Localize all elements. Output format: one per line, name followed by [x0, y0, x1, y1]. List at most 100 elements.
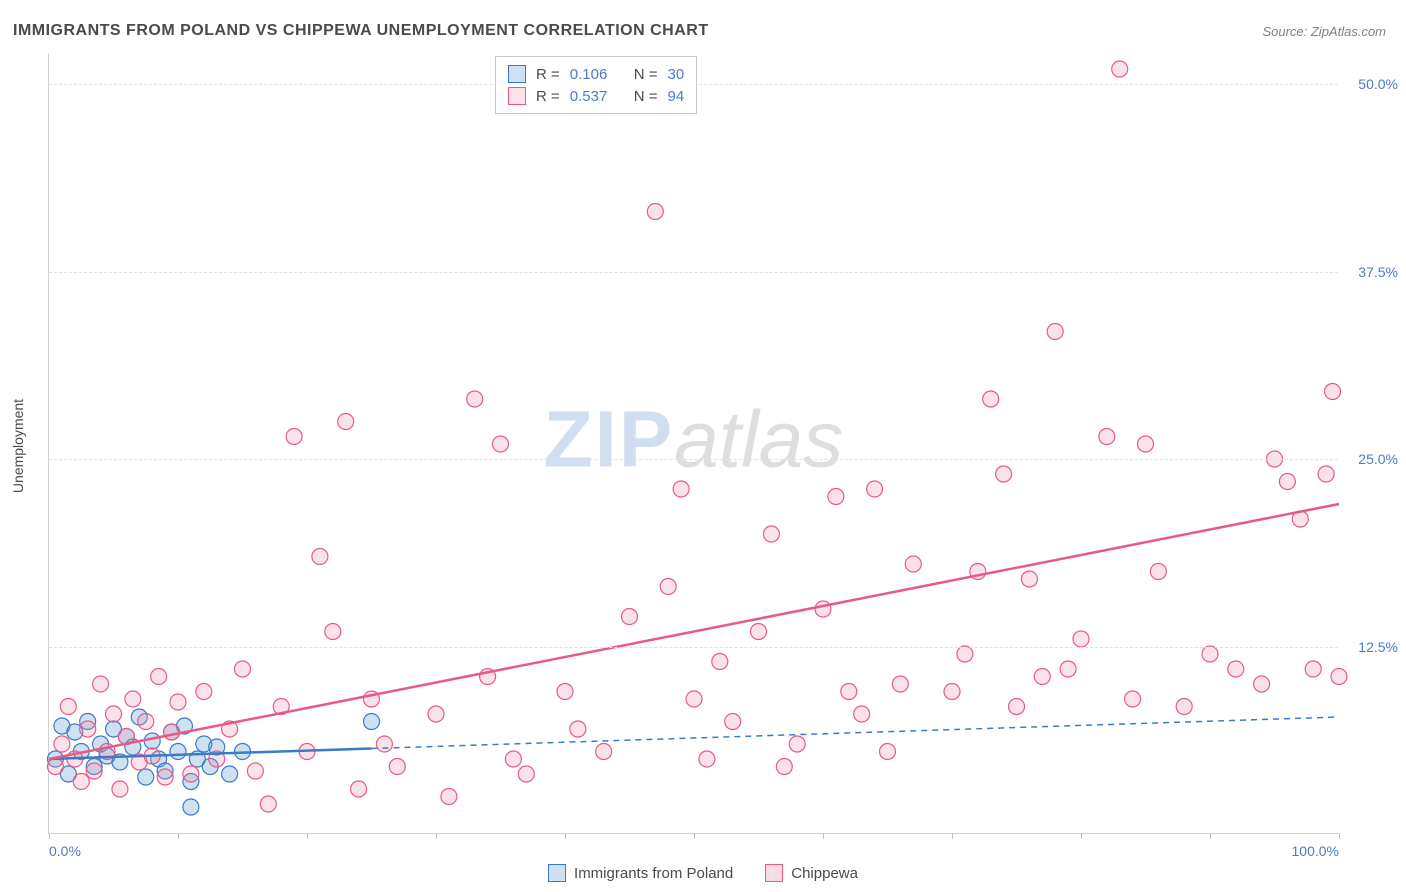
data-point	[428, 706, 444, 722]
data-point	[1034, 669, 1050, 685]
data-point	[493, 436, 509, 452]
data-point	[1176, 699, 1192, 715]
data-point	[151, 669, 167, 685]
x-tick-label: 0.0%	[49, 843, 81, 859]
data-point	[183, 766, 199, 782]
legend-label: Chippewa	[791, 865, 858, 882]
data-point	[1150, 564, 1166, 580]
data-point	[338, 414, 354, 430]
data-point	[441, 789, 457, 805]
data-point	[1305, 661, 1321, 677]
data-point	[983, 391, 999, 407]
data-point	[312, 549, 328, 565]
data-point	[1099, 429, 1115, 445]
data-point	[699, 751, 715, 767]
legend-label: Immigrants from Poland	[574, 865, 733, 882]
data-point	[93, 676, 109, 692]
series-legend: Immigrants from Poland Chippewa	[548, 864, 858, 882]
data-point	[944, 684, 960, 700]
data-point	[570, 721, 586, 737]
data-point	[957, 646, 973, 662]
x-tick	[823, 833, 824, 839]
data-point	[157, 769, 173, 785]
data-point	[389, 759, 405, 775]
data-point	[325, 624, 341, 640]
legend-item: Chippewa	[765, 864, 858, 882]
regression-line-dashed	[372, 717, 1340, 749]
stats-n-label: N =	[634, 88, 658, 105]
scatter-svg	[49, 54, 1339, 834]
data-point	[557, 684, 573, 700]
y-tick-label: 50.0%	[1358, 76, 1398, 92]
data-point	[660, 579, 676, 595]
data-point	[138, 714, 154, 730]
data-point	[286, 429, 302, 445]
x-tick	[49, 833, 50, 839]
grid-line	[49, 459, 1338, 460]
data-point	[1318, 466, 1334, 482]
data-point	[815, 601, 831, 617]
data-point	[47, 759, 63, 775]
data-point	[1112, 61, 1128, 77]
data-point	[1202, 646, 1218, 662]
data-point	[1138, 436, 1154, 452]
data-point	[996, 466, 1012, 482]
data-point	[80, 721, 96, 737]
grid-line	[49, 272, 1338, 273]
data-point	[1325, 384, 1341, 400]
x-tick	[178, 833, 179, 839]
chart-title: IMMIGRANTS FROM POLAND VS CHIPPEWA UNEMP…	[13, 22, 709, 40]
data-point	[170, 694, 186, 710]
y-tick-label: 25.0%	[1358, 451, 1398, 467]
data-point	[622, 609, 638, 625]
data-point	[1331, 669, 1347, 685]
data-point	[854, 706, 870, 722]
data-point	[596, 744, 612, 760]
data-point	[751, 624, 767, 640]
data-point	[725, 714, 741, 730]
data-point	[686, 691, 702, 707]
legend-swatch	[508, 65, 526, 83]
data-point	[905, 556, 921, 572]
data-point	[505, 751, 521, 767]
stats-r-label: R =	[536, 66, 560, 83]
legend-swatch	[508, 87, 526, 105]
data-point	[828, 489, 844, 505]
x-tick	[1339, 833, 1340, 839]
data-point	[789, 736, 805, 752]
data-point	[196, 684, 212, 700]
x-tick	[694, 833, 695, 839]
regression-line	[49, 504, 1339, 759]
x-tick-label: 100.0%	[1292, 843, 1339, 859]
data-point	[1125, 691, 1141, 707]
data-point	[1279, 474, 1295, 490]
stats-legend: R =0.106N =30R =0.537N =94	[495, 56, 697, 114]
data-point	[1060, 661, 1076, 677]
data-point	[125, 691, 141, 707]
data-point	[647, 204, 663, 220]
data-point	[763, 526, 779, 542]
stats-n-value: 94	[668, 88, 685, 105]
stats-row: R =0.106N =30	[508, 63, 684, 85]
data-point	[880, 744, 896, 760]
data-point	[144, 733, 160, 749]
plot-area: ZIPatlas 12.5%25.0%37.5%50.0%0.0%100.0%	[48, 54, 1338, 834]
stats-r-value: 0.537	[570, 88, 624, 105]
data-point	[1009, 699, 1025, 715]
stats-r-label: R =	[536, 88, 560, 105]
data-point	[164, 724, 180, 740]
data-point	[222, 766, 238, 782]
source-attribution: Source: ZipAtlas.com	[1262, 24, 1386, 39]
data-point	[60, 699, 76, 715]
data-point	[170, 744, 186, 760]
chart-container: IMMIGRANTS FROM POLAND VS CHIPPEWA UNEMP…	[0, 0, 1406, 892]
data-point	[1254, 676, 1270, 692]
data-point	[1228, 661, 1244, 677]
y-tick-label: 12.5%	[1358, 639, 1398, 655]
data-point	[235, 661, 251, 677]
data-point	[1073, 631, 1089, 647]
data-point	[73, 774, 89, 790]
x-tick	[307, 833, 308, 839]
data-point	[841, 684, 857, 700]
data-point	[260, 796, 276, 812]
